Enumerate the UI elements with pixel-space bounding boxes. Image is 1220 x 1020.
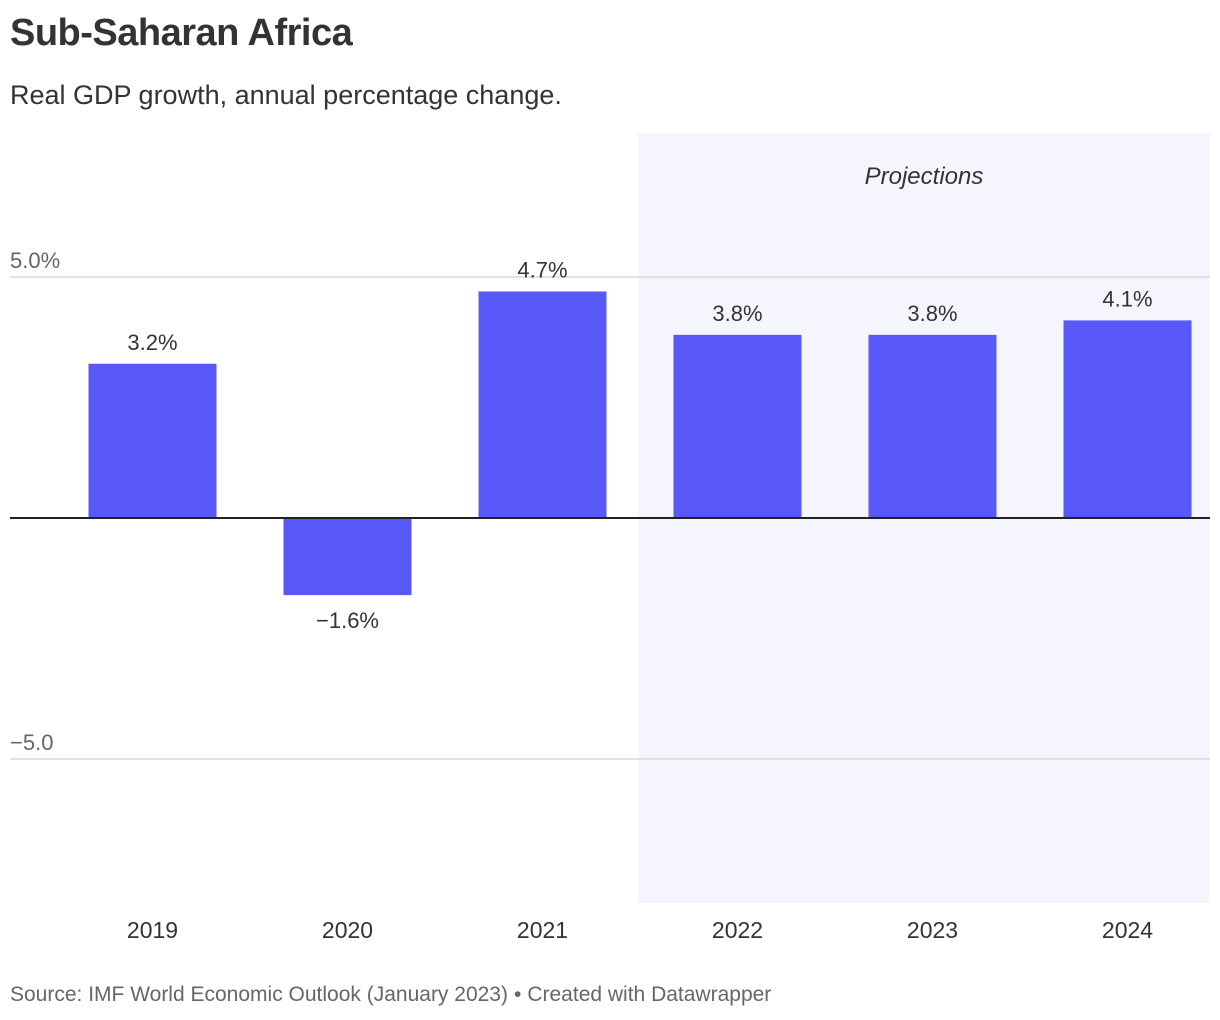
y-tick-label: 5.0%	[10, 248, 60, 273]
value-label: −1.6%	[316, 608, 379, 633]
value-label: 3.8%	[907, 301, 957, 326]
chart-title: Sub-Saharan Africa	[10, 12, 353, 54]
bar-2023	[868, 334, 997, 518]
credit-note: Created with Datawrapper	[527, 983, 772, 1006]
value-label: 3.8%	[712, 301, 762, 326]
bar-2024	[1063, 320, 1192, 518]
bar-2020	[283, 518, 412, 596]
projection-label: Projections	[865, 163, 984, 190]
bar-2021	[478, 291, 607, 518]
chart-footer: Source: IMF World Economic Outlook (Janu…	[10, 983, 771, 1007]
value-label: 3.2%	[127, 330, 177, 355]
chart-subtitle: Real GDP growth, annual percentage chang…	[10, 80, 562, 110]
x-tick-label: 2024	[1102, 917, 1153, 943]
x-tick-label: 2019	[127, 917, 178, 943]
bar-2019	[88, 363, 217, 518]
footer-separator: •	[513, 983, 522, 1006]
value-label: 4.7%	[517, 257, 567, 282]
x-tick-label: 2022	[712, 917, 763, 943]
bar-2022	[673, 334, 802, 518]
x-tick-label: 2020	[322, 917, 373, 943]
x-tick-label: 2023	[907, 917, 958, 943]
source-note: Source: IMF World Economic Outlook (Janu…	[10, 983, 508, 1006]
x-tick-label: 2021	[517, 917, 568, 943]
value-label: 4.1%	[1102, 286, 1152, 311]
y-tick-label: −5.0	[10, 730, 53, 755]
